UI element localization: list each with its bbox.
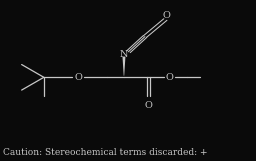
Text: O: O bbox=[163, 11, 170, 20]
Text: Caution: Stereochemical terms discarded: +: Caution: Stereochemical terms discarded:… bbox=[3, 148, 208, 157]
Text: N: N bbox=[120, 50, 128, 59]
Text: O: O bbox=[74, 73, 82, 82]
Text: O: O bbox=[166, 73, 174, 82]
Polygon shape bbox=[122, 57, 125, 76]
Text: O: O bbox=[145, 101, 153, 110]
